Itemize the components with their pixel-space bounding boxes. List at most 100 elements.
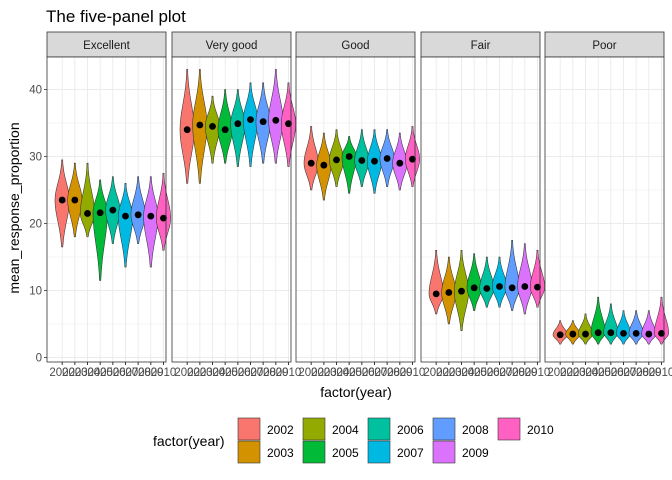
facet-strip: [544, 31, 665, 58]
legend-title: factor(year): [153, 433, 225, 449]
x-tick-label: 2005: [87, 367, 113, 379]
x-tick-label: 2008: [499, 367, 525, 379]
legend-key: [432, 417, 456, 441]
x-tick-label: 2005: [585, 367, 611, 379]
y-tick-label: 40: [29, 85, 42, 97]
legend-item-2003: 2003: [237, 440, 294, 464]
mean-point: [147, 212, 155, 220]
x-tick-label: 2004: [200, 367, 226, 379]
y-axis: 0 10 20 30 40: [29, 85, 47, 365]
mean-point: [582, 330, 589, 338]
mean-point: [134, 211, 142, 219]
mean-point: [96, 209, 104, 217]
mean-point: [371, 157, 378, 165]
x-tick-label: 2003: [436, 367, 462, 379]
x-axis-title: factor(year): [320, 384, 392, 400]
x-tick-label: 2008: [125, 367, 151, 379]
violin-2009: [143, 176, 159, 268]
mean-point: [234, 120, 242, 128]
x-tick-label: 2004: [75, 367, 101, 379]
mean-point: [196, 121, 204, 129]
facet-strip-label: Fair: [471, 40, 491, 52]
mean-point: [345, 153, 353, 160]
panel-background: [296, 57, 415, 362]
mean-point: [272, 116, 280, 124]
legend-key: [302, 440, 326, 464]
x-tick-label: 2005: [461, 367, 487, 379]
legend-label: 2007: [397, 446, 424, 460]
x-tick-label: 2009: [512, 367, 538, 379]
x-tick-label: 2004: [449, 367, 475, 379]
legend-item-2005: 2005: [302, 440, 359, 464]
mean-point: [409, 155, 416, 163]
mean-point: [432, 290, 440, 298]
mean-point: [259, 118, 267, 126]
mean-point: [521, 283, 529, 290]
mean-point: [109, 206, 117, 214]
violin-2005: [341, 136, 357, 194]
x-tick-label: 2007: [487, 367, 513, 379]
legend-key: [367, 440, 391, 464]
violin-2006: [230, 89, 246, 167]
facet-strip: [46, 31, 167, 58]
legend-label: 2005: [332, 446, 359, 460]
x-tick-label: 2008: [250, 367, 276, 379]
violin-2007: [118, 183, 133, 268]
violin-2010: [155, 172, 171, 251]
mean-point: [594, 329, 602, 337]
mean-point: [183, 126, 191, 134]
panel-background: [421, 57, 540, 362]
x-tick-label: 2003: [62, 367, 88, 379]
panel-border: [171, 56, 292, 363]
legend-label: 2008: [462, 423, 489, 437]
panel-border: [420, 56, 541, 363]
x-tick-label: 2008: [623, 367, 649, 379]
legend: factor(year) 2002 2003 2004 2005 2006 2007 200…: [153, 417, 554, 464]
x-tick-label: 2006: [349, 367, 375, 379]
legend-item-2007: 2007: [367, 440, 424, 464]
panel-border: [46, 56, 167, 363]
x-tick-label: 2009: [636, 367, 662, 379]
x-tick-label: 2007: [238, 367, 264, 379]
mean-point: [658, 329, 665, 337]
facet-strip-label: Very good: [206, 40, 258, 52]
x-tick-label: 2004: [324, 367, 350, 379]
legend-label: 2004: [332, 423, 359, 437]
legend-item-2009: 2009: [432, 440, 489, 464]
facet-strip-label: Good: [341, 40, 369, 52]
x-tick-label: 2008: [374, 367, 400, 379]
facet-strip-label: Excellent: [83, 40, 130, 52]
mean-point: [620, 329, 627, 337]
legend-key: [367, 417, 391, 441]
panel-border: [295, 56, 416, 363]
x-tick-label: 2006: [225, 367, 251, 379]
x-tick-label: 2002: [174, 367, 200, 379]
mean-point: [71, 196, 79, 204]
x-tick-label: 2009: [138, 367, 164, 379]
y-axis-title: mean_response_proportion: [6, 122, 22, 293]
mean-point: [483, 285, 491, 292]
mean-point: [534, 283, 541, 291]
mean-point: [470, 284, 478, 292]
mean-point: [383, 155, 391, 162]
mean-point: [333, 156, 340, 164]
x-tick-label: 2007: [113, 367, 139, 379]
x-tick-label: 2010: [276, 367, 302, 379]
x-tick-label: 2003: [187, 367, 213, 379]
mean-point: [320, 161, 328, 169]
facet-strip: [171, 31, 292, 58]
panel-background: [545, 57, 664, 362]
legend-label: 2009: [462, 446, 489, 460]
legend-item-2006: 2006: [367, 417, 424, 441]
x-tick-label: 2003: [560, 367, 586, 379]
mean-point: [285, 120, 292, 128]
y-tick-label: 30: [29, 152, 42, 164]
mean-point: [84, 210, 91, 217]
legend-item-2010: 2010: [497, 417, 554, 441]
mean-point: [645, 330, 653, 338]
legend-label: 2002: [267, 423, 294, 437]
legend-item-2008: 2008: [432, 417, 489, 441]
legend-label: 2003: [267, 446, 294, 460]
